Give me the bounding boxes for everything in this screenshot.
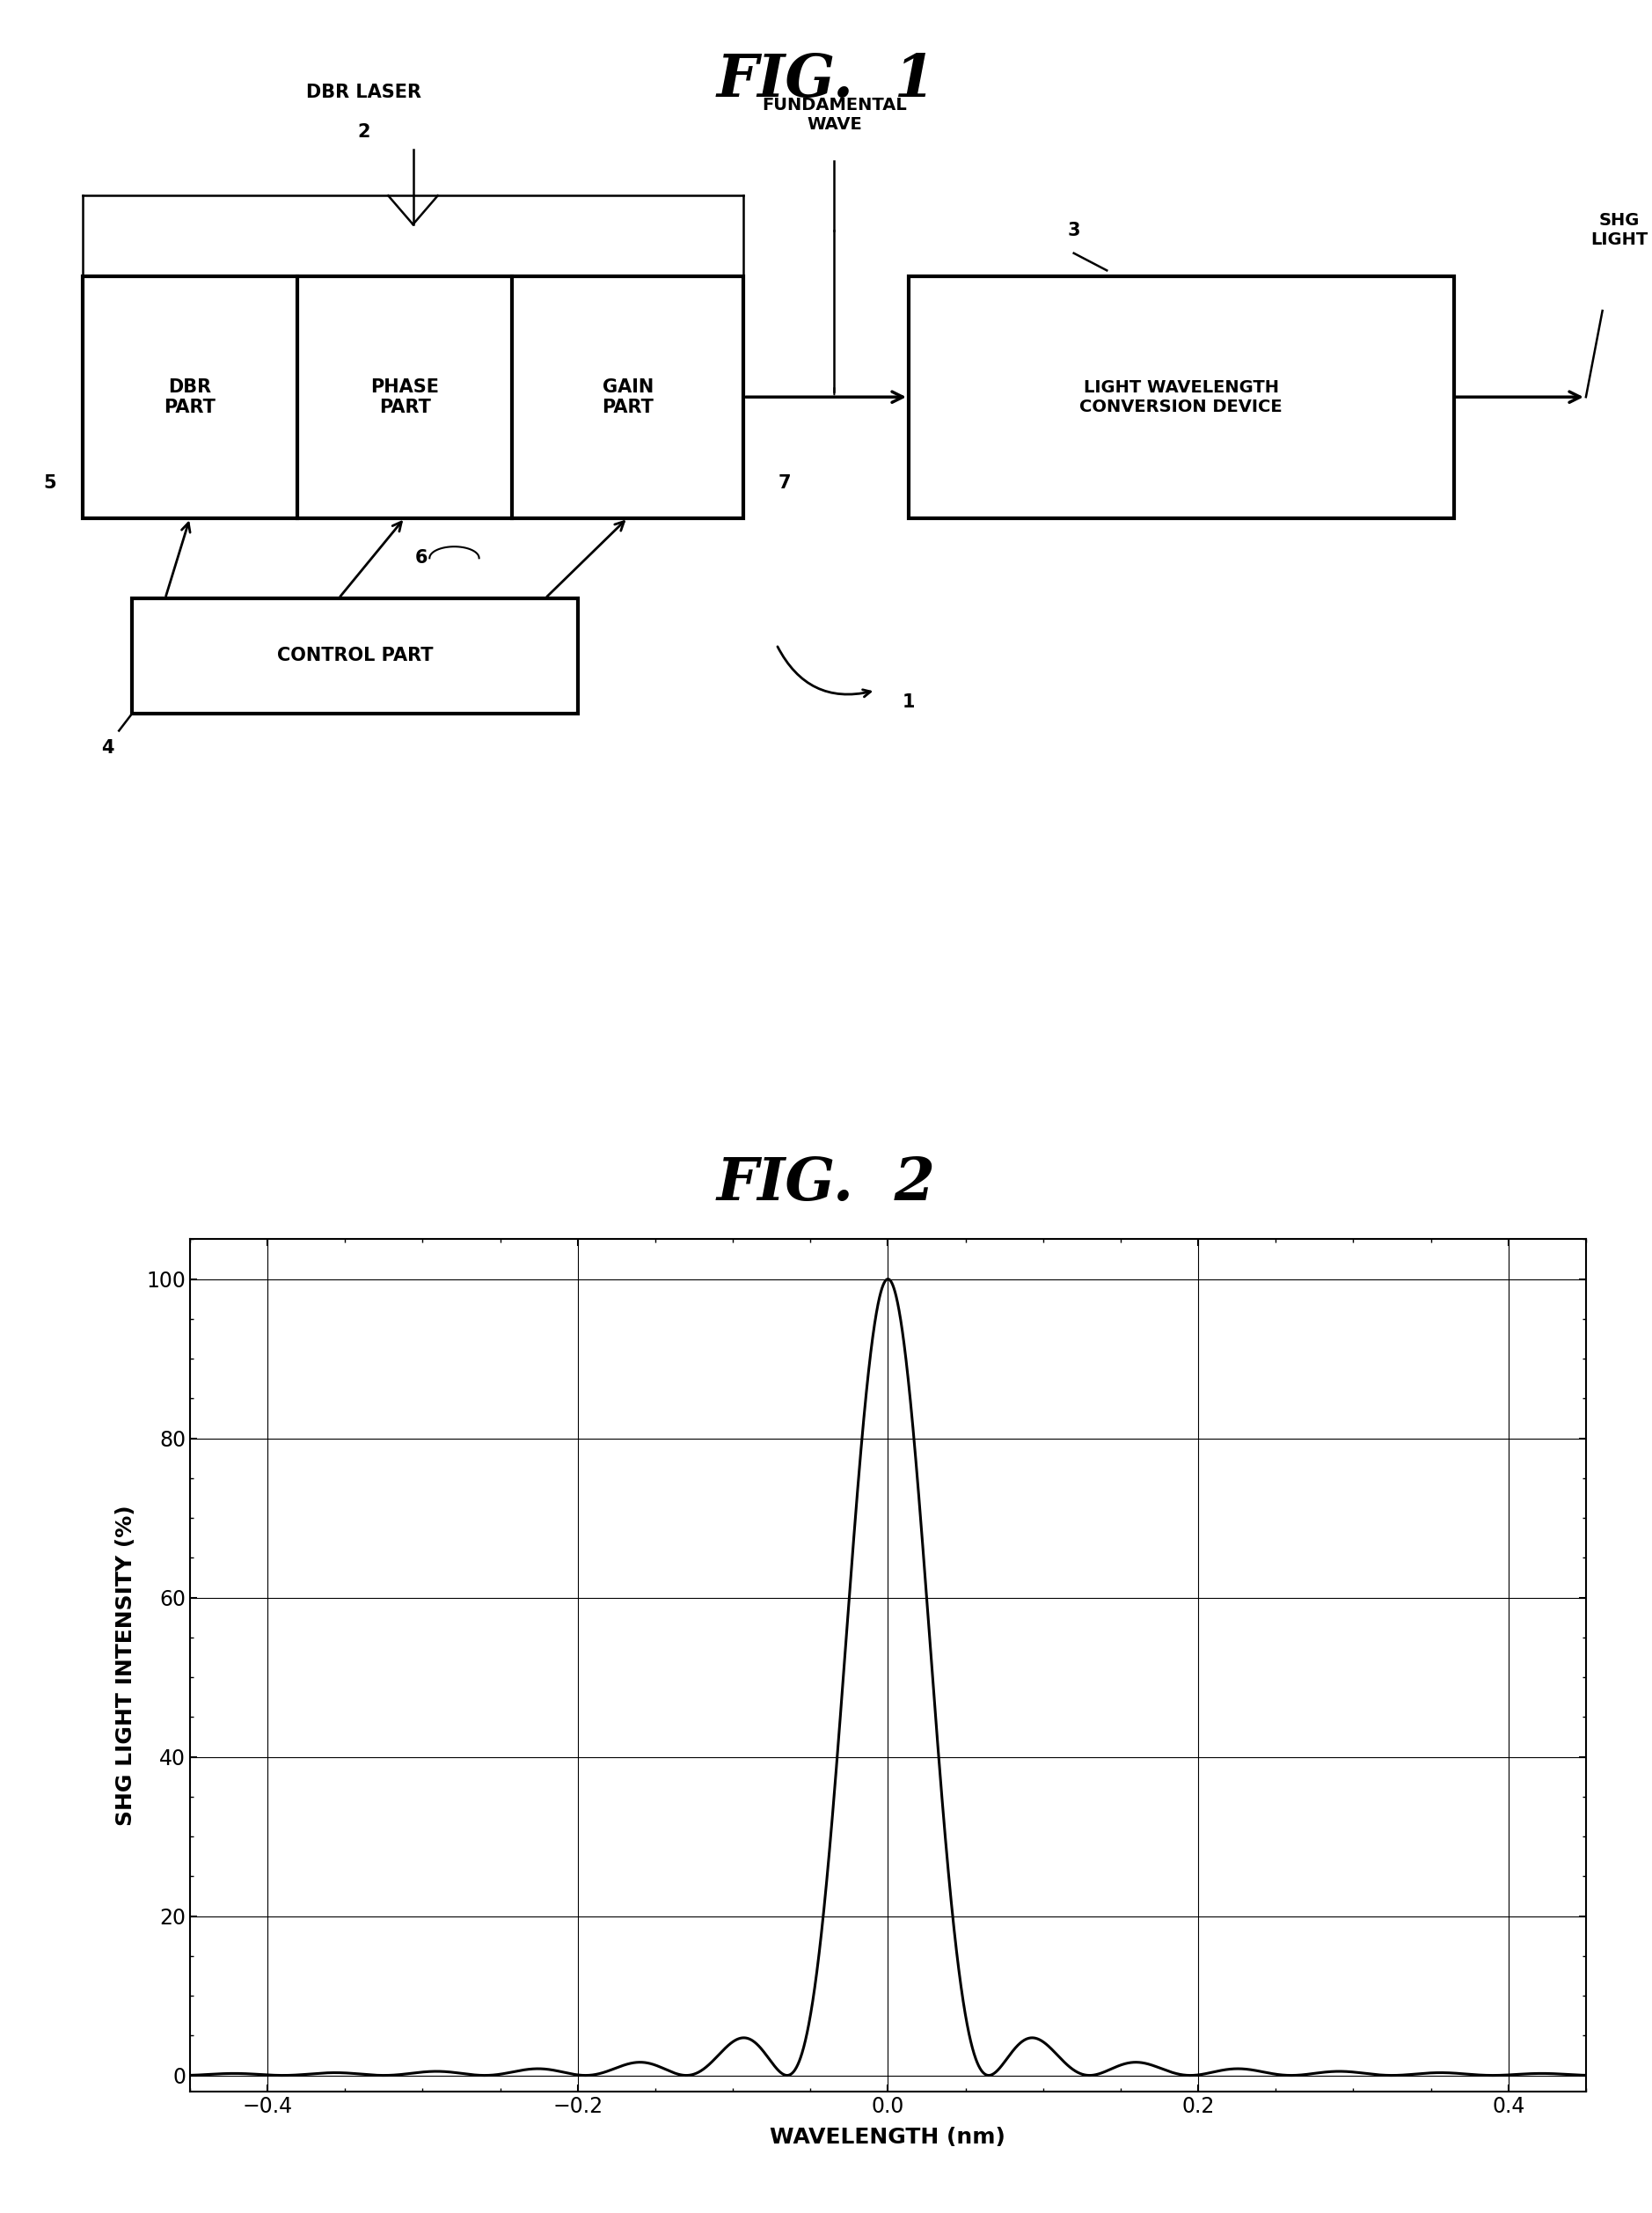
- Text: FIG.  2: FIG. 2: [717, 1155, 935, 1213]
- Text: CONTROL PART: CONTROL PART: [278, 646, 433, 664]
- Text: GAIN
PART: GAIN PART: [601, 378, 654, 416]
- Text: DBR LASER: DBR LASER: [306, 84, 421, 102]
- X-axis label: WAVELENGTH (nm): WAVELENGTH (nm): [770, 2127, 1006, 2147]
- FancyBboxPatch shape: [83, 277, 743, 518]
- Text: FUNDAMENTAL
WAVE: FUNDAMENTAL WAVE: [762, 97, 907, 133]
- FancyBboxPatch shape: [909, 277, 1454, 518]
- Text: 2: 2: [357, 124, 370, 142]
- Text: PHASE
PART: PHASE PART: [370, 378, 439, 416]
- Text: 7: 7: [778, 474, 791, 491]
- Text: 5: 5: [43, 474, 56, 491]
- Y-axis label: SHG LIGHT INTENSITY (%): SHG LIGHT INTENSITY (%): [116, 1505, 137, 1826]
- Text: SHG
LIGHT: SHG LIGHT: [1591, 212, 1647, 248]
- Text: 4: 4: [101, 739, 114, 757]
- Text: 3: 3: [1067, 221, 1080, 239]
- Text: 1: 1: [902, 693, 915, 710]
- FancyBboxPatch shape: [132, 598, 578, 713]
- Text: LIGHT WAVELENGTH
CONVERSION DEVICE: LIGHT WAVELENGTH CONVERSION DEVICE: [1080, 378, 1282, 416]
- Text: FIG.  1: FIG. 1: [717, 51, 935, 108]
- Text: DBR
PART: DBR PART: [164, 378, 216, 416]
- Text: 6: 6: [415, 549, 428, 567]
